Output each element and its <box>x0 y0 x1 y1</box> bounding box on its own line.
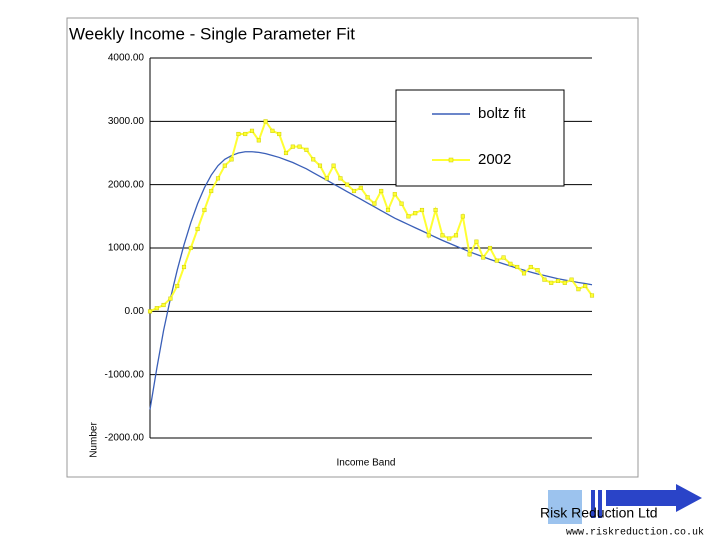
y-axis-label: Number <box>89 422 100 458</box>
data-point <box>215 176 221 181</box>
data-point <box>290 144 295 149</box>
y-tick-label: 0.00 <box>125 306 145 317</box>
data-point <box>453 233 459 238</box>
data-point <box>270 128 275 133</box>
y-tick-label: 1000.00 <box>108 243 145 254</box>
legend-marker <box>448 157 454 163</box>
legend-box <box>395 89 565 187</box>
data-point <box>338 176 343 181</box>
data-point <box>460 214 465 219</box>
logo-bar <box>591 490 595 518</box>
data-point <box>256 138 261 143</box>
data-point <box>297 144 302 149</box>
data-point <box>236 131 241 137</box>
data-point <box>317 163 323 168</box>
data-point <box>562 280 567 285</box>
data-point <box>474 239 479 244</box>
data-point <box>385 207 391 213</box>
data-point <box>549 280 554 285</box>
data-point <box>243 131 248 137</box>
data-point <box>555 278 561 283</box>
y-tick-label: 3000.00 <box>108 116 145 127</box>
data-point <box>413 211 418 216</box>
legend-label: boltz fit <box>478 105 526 122</box>
data-point <box>195 226 200 232</box>
y-tick-label: -2000.00 <box>105 433 145 444</box>
data-point <box>379 188 384 194</box>
data-point <box>419 207 425 213</box>
data-point <box>521 271 527 276</box>
data-point <box>345 182 350 187</box>
data-point <box>311 157 316 162</box>
data-point <box>304 147 309 152</box>
data-point <box>487 245 493 251</box>
plot-area: 4000.00 3000.00 2000.00 1000.00 0.00 -1000.00… <box>105 53 595 444</box>
data-point <box>209 188 214 194</box>
data-point <box>154 306 159 311</box>
data-point <box>392 192 397 197</box>
data-point <box>168 296 173 301</box>
x-axis-label: Income Band <box>337 458 396 469</box>
data-point <box>161 302 166 308</box>
company-url: www.riskreduction.co.uk <box>566 527 704 539</box>
data-point <box>351 188 357 194</box>
data-point <box>202 207 207 213</box>
data-point <box>147 309 153 314</box>
data-point <box>181 264 187 270</box>
data-point <box>324 176 329 181</box>
data-point <box>331 163 336 168</box>
data-point <box>528 264 533 270</box>
data-point <box>406 214 411 219</box>
data-point <box>576 287 581 292</box>
logo-bar <box>598 490 602 518</box>
data-point <box>365 195 370 200</box>
data-point <box>426 233 431 238</box>
data-point <box>535 268 540 273</box>
data-point <box>569 277 574 282</box>
data-point <box>515 264 520 270</box>
logo-square <box>548 490 582 524</box>
data-point <box>440 233 445 238</box>
data-point <box>447 236 452 241</box>
data-point <box>589 293 595 298</box>
logo-arrow <box>606 484 702 512</box>
y-tick-label: -1000.00 <box>105 369 145 380</box>
data-point <box>501 255 506 260</box>
data-point <box>175 283 180 289</box>
data-point <box>283 150 289 156</box>
data-point <box>277 131 282 137</box>
data-point <box>399 201 404 206</box>
chart-title: Weekly Income - Single Parameter Fit <box>69 24 355 43</box>
data-point <box>583 283 588 289</box>
data-point <box>372 201 377 206</box>
data-point <box>542 277 547 282</box>
data-point <box>249 128 255 133</box>
data-point <box>467 252 472 257</box>
data-point <box>222 163 227 168</box>
data-point <box>358 185 363 190</box>
data-point <box>188 245 193 251</box>
y-tick-label: 2000.00 <box>108 179 145 190</box>
legend-label: 2002 <box>478 151 511 168</box>
data-point <box>263 119 268 124</box>
company-name: Risk Reduction Ltd <box>540 505 658 521</box>
data-point <box>229 157 234 162</box>
y-tick-label: 4000.00 <box>108 53 145 64</box>
data-point <box>508 261 513 266</box>
data-point <box>481 255 486 260</box>
data-point <box>433 207 438 213</box>
data-point <box>494 258 499 263</box>
